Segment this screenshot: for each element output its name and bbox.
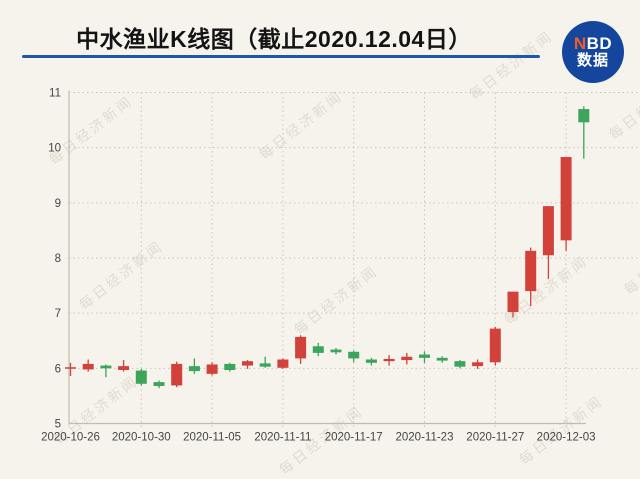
candle-body [242,361,253,366]
candle-body [118,366,130,370]
candle-body [472,362,484,367]
title-rule [22,55,540,58]
y-tick-label: 9 [55,198,61,210]
x-tick-label: 2020-11-05 [183,432,241,444]
candle-body [224,363,236,370]
y-tick-label: 11 [49,88,61,100]
candle-body [419,354,430,358]
page-title: 中水渔业K线图（截止2020.12.04日） [76,26,472,52]
candle-body [383,358,395,362]
x-tick-label: 2020-12-03 [537,432,596,444]
x-tick-label: 2020-11-11 [254,432,311,444]
x-tick-label: 2020-10-30 [112,432,171,444]
candle-body [436,357,448,361]
candle-body [259,363,271,367]
x-tick-label: 2020-11-27 [466,432,524,444]
candle-body [100,365,112,369]
candle-body [365,359,377,363]
candle-body [560,157,572,241]
nbd-logo: NBD 数据 [562,21,624,83]
chart-card: 每日经济新闻 每日经济新闻 每日经济新闻 每日经济新闻 每日经济新闻 每日经济新闻 每日经济… [0,20,640,478]
candle-body [295,336,307,359]
candle-body [135,370,147,384]
nbd-logo-text: NBD [573,34,613,54]
candle-body [188,366,200,372]
candle-body [578,109,590,123]
x-tick-label: 2020-11-17 [325,432,383,444]
candle-body [277,359,289,368]
nbd-logo-subtext: 数据 [576,52,609,70]
candle-body [542,206,554,256]
kline-chart: 5 6 7 8 9 10 11 2020-10-26 2020-10-30 2020-11-05 2… [41,88,640,444]
candle-body [312,346,324,353]
candle-body [348,351,360,359]
y-tick-label: 10 [48,143,61,155]
header: 中水渔业K线图（截止2020.12.04日） [0,20,548,54]
y-tick-label: 5 [55,419,61,431]
y-tick-label: 7 [55,308,61,320]
candle-body [65,367,76,369]
candle-body [525,250,537,292]
y-tick-label: 6 [55,363,61,375]
candle-body [489,328,501,363]
y-tick-label: 8 [55,253,61,265]
x-tick-label: 2020-11-23 [396,432,454,444]
candle-body [507,291,519,313]
candle-body [206,364,218,374]
x-tick-label: 2020-10-26 [41,432,100,444]
candle-body [153,382,165,386]
candle-body [330,349,342,353]
candle-body [82,363,94,370]
candle-body [401,356,413,361]
candle-body [454,361,466,367]
candle-body [171,363,183,386]
